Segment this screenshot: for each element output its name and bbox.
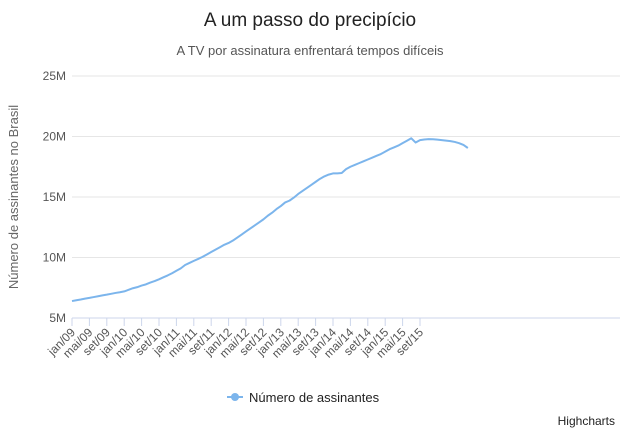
y-axis-label: Número de assinantes no Brasil [6,105,21,289]
legend-item[interactable]: Número de assinantes [227,390,380,405]
chart-subtitle: A TV por assinatura enfrentará tempos di… [176,43,444,58]
y-tick-label: 20M [43,130,66,144]
chart-title: A um passo do precipício [204,10,416,31]
y-axis: 5M 10M 15M 20M 25M [43,69,66,325]
legend-marker-icon [231,393,239,401]
y-tick-label: 25M [43,69,66,83]
x-axis: jan/09mai/09set/09jan/10mai/10set/10jan/… [44,318,426,361]
y-tick-label: 5M [49,311,66,325]
series-line[interactable] [71,137,469,303]
series [71,137,469,303]
credits-link[interactable]: Highcharts [558,414,615,428]
y-tick-label: 10M [43,251,66,265]
y-tick-label: 15M [43,190,66,204]
grid [72,75,620,319]
legend-label: Número de assinantes [249,390,380,405]
